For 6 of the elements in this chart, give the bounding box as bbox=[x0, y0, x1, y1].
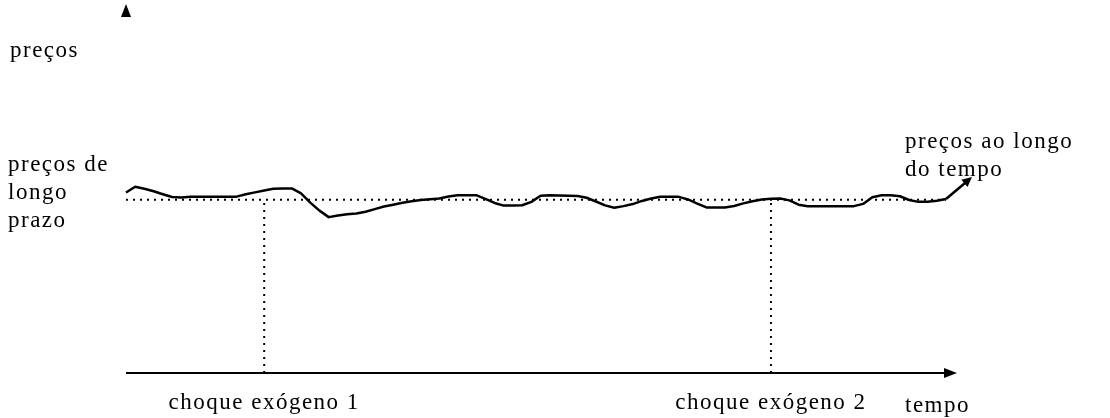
text: preços bbox=[10, 36, 80, 64]
x-tick-label: choque exógeno 2 bbox=[675, 389, 867, 415]
ref-line-label: preços de longo prazo bbox=[8, 149, 110, 234]
x-axis-title: tempo bbox=[905, 391, 970, 418]
series-label: preços ao longo do tempo bbox=[905, 127, 1075, 184]
x-tick-label: choque exógeno 1 bbox=[168, 389, 360, 415]
